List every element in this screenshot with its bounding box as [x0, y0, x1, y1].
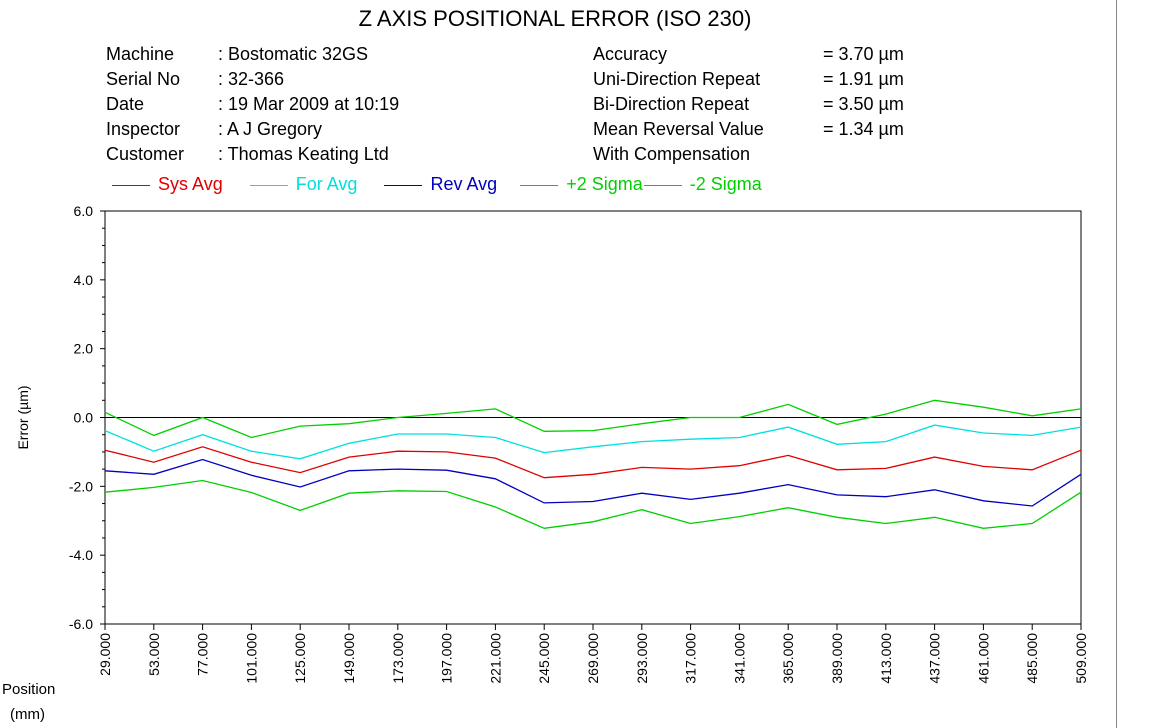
- x-tick-label: 365.000: [780, 633, 796, 684]
- legend-item-for-avg: For Avg: [249, 174, 358, 195]
- legend-swatch: [249, 184, 288, 186]
- info-row-inspector: Inspector : A J Gregory: [106, 117, 399, 142]
- info-value: : 32-366: [218, 69, 285, 89]
- x-tick-label: 509.000: [1073, 633, 1089, 684]
- x-tick-label: 485.000: [1024, 633, 1040, 684]
- series-line-2-sigma: [104, 399, 1082, 439]
- y-tick-label: 2.0: [74, 341, 94, 357]
- legend-label: +2 Sigma: [566, 174, 643, 194]
- y-axis-label: Error (µm): [15, 385, 31, 449]
- legend-swatch: [384, 184, 423, 186]
- legend-swatch: [112, 184, 150, 186]
- info-row-serial: Serial No : 32-366: [106, 67, 399, 92]
- legend-label: For Avg: [295, 174, 358, 194]
- legend-item-minus-2-sigma: -2 Sigma: [643, 174, 762, 195]
- result-value: = 3.70 µm: [823, 44, 904, 64]
- info-label: Customer: [106, 144, 185, 164]
- info-row-customer: Customer : Thomas Keating Ltd: [106, 142, 399, 167]
- x-tick-label: 221.000: [487, 633, 503, 684]
- x-tick-label: 149.000: [341, 633, 357, 684]
- result-value: = 1.34 µm: [823, 119, 904, 139]
- x-tick-label: 437.000: [927, 633, 943, 684]
- result-label: Uni-Direction Repeat: [593, 69, 761, 89]
- x-tick-label: 413.000: [878, 633, 894, 684]
- legend-swatch: [643, 184, 682, 186]
- series-line-2-sigma: [104, 479, 1082, 529]
- x-axis-unit-label: Position: [2, 681, 56, 698]
- legend-label: Sys Avg: [158, 174, 223, 194]
- page-edge-divider: [1116, 0, 1117, 728]
- x-tick-label: 29.000: [97, 633, 113, 676]
- chart-legend: Sys Avg For Avg Rev Avg +2 Sigma -2 Sigm…: [112, 174, 762, 195]
- result-label: Bi-Direction Repeat: [593, 94, 750, 114]
- x-tick-label: 53.000: [146, 633, 162, 676]
- results-panel: Accuracy = 3.70 µm Uni-Direction Repeat = …: [593, 42, 904, 167]
- result-label: Accuracy: [593, 44, 668, 64]
- x-tick-label: 317.000: [683, 633, 699, 684]
- info-value: : 19 Mar 2009 at 10:19: [218, 94, 400, 114]
- y-tick-label: 4.0: [74, 272, 94, 288]
- info-value: : Bostomatic 32GS: [218, 44, 369, 64]
- result-value: = 1.91 µm: [823, 69, 904, 89]
- result-label: Mean Reversal Value: [593, 119, 764, 139]
- info-label: Serial No: [106, 69, 181, 89]
- info-value: : Thomas Keating Ltd: [218, 144, 389, 164]
- x-tick-label: 341.000: [731, 633, 747, 684]
- y-tick-label: -4.0: [69, 547, 93, 563]
- series-line-rev-avg: [104, 458, 1082, 507]
- y-tick-label: -6.0: [69, 616, 93, 632]
- x-axis-unit-label-mm: (mm): [10, 706, 45, 723]
- x-tick-label: 197.000: [439, 633, 455, 684]
- legend-label: Rev Avg: [430, 174, 498, 194]
- info-label: Machine: [106, 44, 175, 64]
- legend-item-sys-avg: Sys Avg: [112, 174, 223, 195]
- info-row-date: Date : 19 Mar 2009 at 10:19: [106, 92, 399, 117]
- info-label: Date: [106, 94, 145, 114]
- chart-title: Z AXIS POSITIONAL ERROR (ISO 230): [358, 6, 752, 31]
- x-tick-label: 461.000: [975, 633, 991, 684]
- info-value: : A J Gregory: [218, 119, 323, 139]
- x-tick-label: 293.000: [634, 633, 650, 684]
- result-row-compensation: With Compensation: [593, 142, 904, 167]
- legend-item-rev-avg: Rev Avg: [384, 174, 497, 195]
- y-tick-label: 6.0: [74, 203, 94, 219]
- info-label: Inspector: [106, 119, 181, 139]
- x-tick-label: 173.000: [390, 633, 406, 684]
- x-tick-label: 125.000: [292, 633, 308, 684]
- x-tick-label: 101.000: [243, 633, 259, 684]
- legend-label: -2 Sigma: [689, 174, 762, 194]
- y-tick-label: -2.0: [69, 478, 93, 494]
- result-value: = 3.50 µm: [823, 94, 904, 114]
- result-label: With Compensation: [593, 144, 751, 164]
- x-tick-label: 389.000: [829, 633, 845, 684]
- y-tick-label: 0.0: [74, 410, 94, 426]
- machine-info-panel: Machine : Bostomatic 32GS Serial No : 32-3…: [106, 42, 399, 167]
- result-row-uni-repeat: Uni-Direction Repeat = 1.91 µm: [593, 67, 904, 92]
- info-row-machine: Machine : Bostomatic 32GS: [106, 42, 399, 67]
- series-line-sys-avg: [104, 446, 1082, 479]
- result-row-bi-repeat: Bi-Direction Repeat = 3.50 µm: [593, 92, 904, 117]
- result-row-accuracy: Accuracy = 3.70 µm: [593, 42, 904, 67]
- legend-item-plus-2-sigma: +2 Sigma: [520, 174, 643, 195]
- result-row-reversal: Mean Reversal Value = 1.34 µm: [593, 117, 904, 142]
- x-tick-label: 77.000: [195, 633, 211, 676]
- series-line-for-avg: [104, 424, 1082, 460]
- x-tick-label: 269.000: [585, 633, 601, 684]
- legend-swatch: [520, 184, 559, 186]
- x-tick-label: 245.000: [536, 633, 552, 684]
